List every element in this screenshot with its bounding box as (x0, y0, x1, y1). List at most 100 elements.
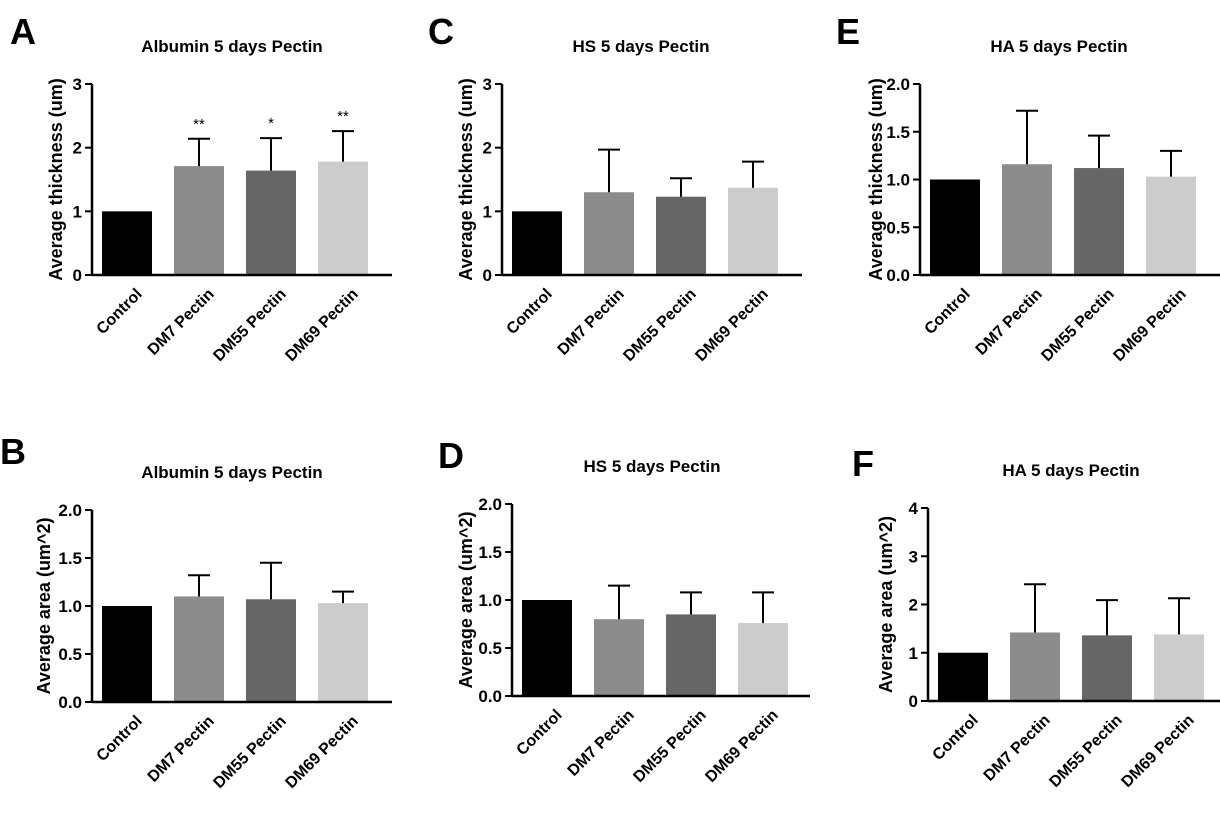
panel-letter: C (428, 11, 454, 52)
x-tick-label-2: DM55 Pectin (1046, 712, 1125, 791)
panel-letter: E (836, 11, 860, 52)
chart-title: Albumin 5 days Pectin (141, 37, 322, 56)
chart-svg: C HS 5 days Pectin Average thickness (um) C… (428, 11, 802, 365)
y-tick-label-4: 2.0 (478, 495, 502, 514)
bar-1 (594, 619, 644, 696)
x-tick-label-3: DM69 Pectin (702, 707, 781, 786)
panel-letter: D (438, 435, 464, 476)
chart-svg: B Albumin 5 days Pectin Average area (um^2… (0, 431, 392, 792)
y-tick-label-1: 0.5 (886, 218, 910, 237)
bar-0 (938, 652, 988, 701)
y-tick-label-1: 0.5 (478, 639, 502, 658)
x-tick-label-3: DM69 Pectin (692, 286, 771, 365)
chart-panel-b: B Albumin 5 days Pectin Average area (um^2… (0, 420, 400, 815)
chart-panel-e: E HA 5 days Pectin Average thickness (um) C… (820, 0, 1220, 395)
chart-title: HA 5 days Pectin (990, 37, 1127, 56)
chart-title: HS 5 days Pectin (583, 457, 720, 476)
y-tick-label-1: 1 (483, 202, 492, 221)
x-tick-label-2: DM55 Pectin (210, 286, 289, 365)
chart-panel-f: F HA 5 days Pectin Average area (um^2) Cont… (820, 420, 1220, 815)
x-tick-label-2: DM55 Pectin (210, 713, 289, 792)
y-tick-label-1: 0.5 (58, 645, 82, 664)
x-tick-label-0: Control (94, 713, 146, 765)
x-tick-label-0: Control (930, 712, 982, 764)
x-tick-label-0: Control (922, 286, 974, 338)
significance-label-3: ** (337, 108, 349, 125)
bar-1 (1010, 632, 1060, 701)
y-axis-label: Average thickness (um) (456, 78, 476, 280)
y-tick-label-2: 2 (73, 139, 82, 158)
bar-0 (930, 179, 980, 275)
bar-2 (666, 614, 716, 696)
y-tick-label-0: 0 (483, 266, 492, 285)
x-tick-label-3: DM69 Pectin (1110, 286, 1189, 365)
x-tick-label-1: DM7 Pectin (981, 712, 1054, 785)
significance-label-1: ** (193, 116, 205, 133)
y-tick-label-0: 0.0 (886, 266, 910, 285)
y-tick-label-3: 3 (73, 75, 82, 94)
chart-svg: F HA 5 days Pectin Average area (um^2) Cont… (852, 443, 1220, 791)
panel-letter: A (10, 11, 36, 52)
bar-0 (522, 600, 572, 696)
bar-3 (1146, 176, 1196, 275)
chart-panel-a: A Albumin 5 days Pectin Average thickness … (0, 0, 400, 395)
bar-2 (656, 196, 706, 275)
bar-3 (1154, 634, 1204, 701)
x-tick-label-2: DM55 Pectin (1038, 286, 1117, 365)
y-tick-label-3: 3 (483, 75, 492, 94)
y-tick-label-2: 1.0 (58, 597, 82, 616)
bar-2 (246, 170, 296, 275)
bar-0 (102, 606, 152, 702)
y-tick-label-3: 3 (909, 547, 918, 566)
x-tick-label-0: Control (94, 286, 146, 338)
chart-svg: D HS 5 days Pectin Average area (um^2) Cont… (438, 435, 812, 786)
bar-1 (174, 596, 224, 702)
x-tick-label-1: DM7 Pectin (973, 286, 1046, 359)
bar-1 (1002, 164, 1052, 275)
x-tick-label-1: DM7 Pectin (145, 286, 218, 359)
chart-panel-c: C HS 5 days Pectin Average thickness (um) C… (410, 0, 810, 395)
y-tick-label-3: 1.5 (886, 123, 910, 142)
chart-panel-d: D HS 5 days Pectin Average area (um^2) Cont… (410, 420, 812, 815)
bar-3 (728, 187, 778, 275)
y-axis-label: Average area (um^2) (876, 516, 896, 693)
bar-1 (584, 192, 634, 275)
x-tick-label-1: DM7 Pectin (565, 707, 638, 780)
panel-letter: B (0, 431, 26, 472)
y-tick-label-4: 2.0 (886, 75, 910, 94)
y-tick-label-0: 0.0 (58, 693, 82, 712)
y-tick-label-3: 1.5 (58, 549, 82, 568)
x-tick-label-3: DM69 Pectin (282, 713, 361, 792)
x-tick-label-3: DM69 Pectin (1118, 712, 1197, 791)
chart-title: HS 5 days Pectin (572, 37, 709, 56)
y-tick-label-0: 0 (909, 692, 918, 711)
bar-2 (1074, 168, 1124, 275)
x-tick-label-0: Control (514, 707, 566, 759)
chart-title: HA 5 days Pectin (1002, 461, 1139, 480)
panel-letter: F (852, 443, 874, 484)
bar-2 (246, 599, 296, 702)
bar-2 (1082, 635, 1132, 701)
bar-3 (318, 161, 368, 275)
y-tick-label-2: 1.0 (886, 171, 910, 190)
x-tick-label-2: DM55 Pectin (620, 286, 699, 365)
y-tick-label-4: 4 (909, 499, 919, 518)
bar-0 (102, 211, 152, 275)
x-tick-label-0: Control (504, 286, 556, 338)
bar-0 (512, 211, 562, 275)
x-tick-label-2: DM55 Pectin (630, 707, 709, 786)
y-axis-label: Average thickness (um) (46, 78, 66, 280)
y-tick-label-1: 1 (909, 644, 918, 663)
y-tick-label-0: 0 (73, 266, 82, 285)
bar-3 (318, 603, 368, 702)
y-axis-label: Average area (um^2) (34, 518, 54, 695)
y-axis-label: Average area (um^2) (456, 512, 476, 689)
x-tick-label-1: DM7 Pectin (555, 286, 628, 359)
y-tick-label-1: 1 (73, 202, 82, 221)
chart-title: Albumin 5 days Pectin (141, 463, 322, 482)
bar-1 (174, 166, 224, 275)
y-tick-label-0: 0.0 (478, 687, 502, 706)
bar-3 (738, 623, 788, 696)
y-axis-label: Average thickness (um) (866, 78, 886, 280)
y-tick-label-4: 2.0 (58, 501, 82, 520)
